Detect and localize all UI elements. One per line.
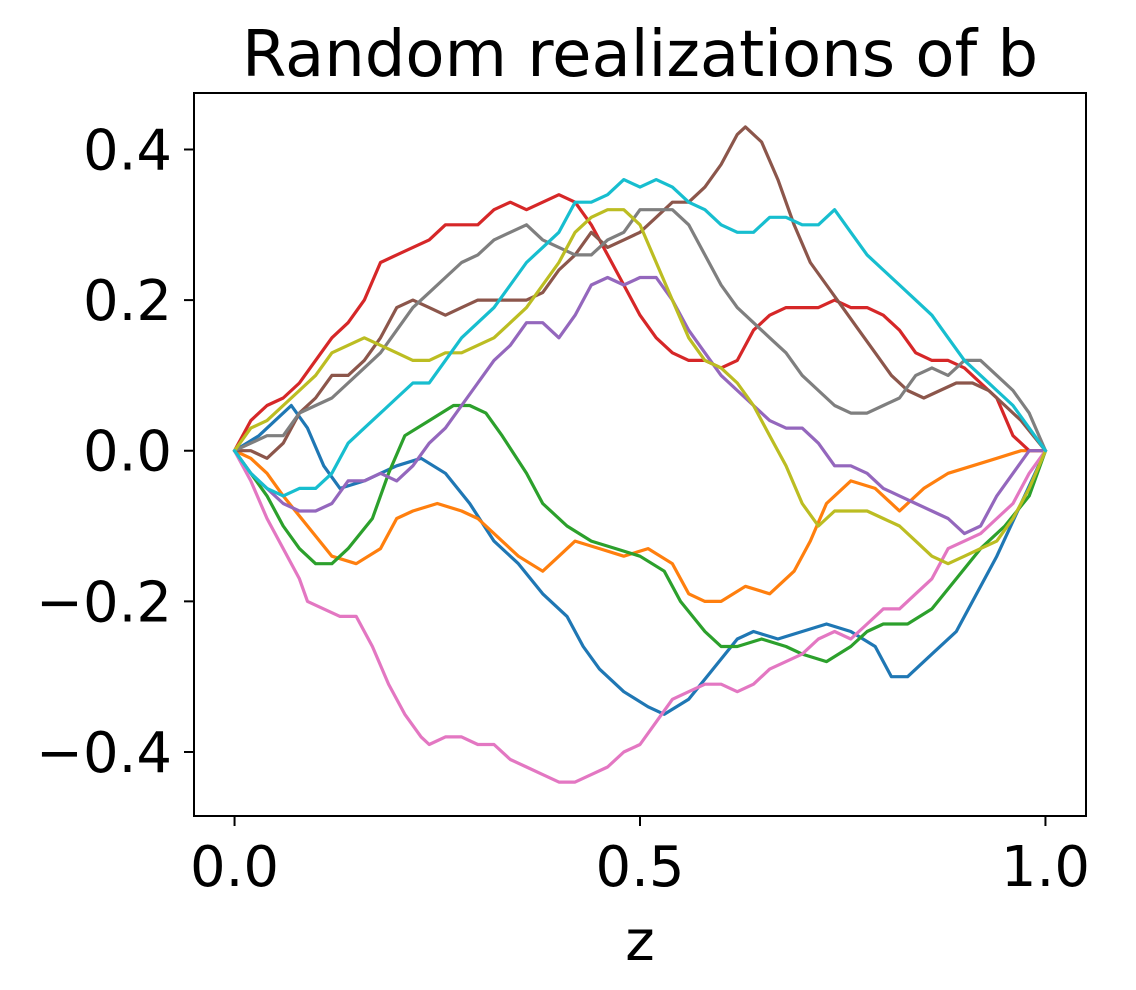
x-tick-label: 0.0 bbox=[190, 835, 279, 900]
x-tick-label: 1.0 bbox=[1001, 835, 1090, 900]
series-line-6 bbox=[232, 125, 1048, 460]
series-line-2 bbox=[232, 449, 1048, 604]
series-line-1 bbox=[232, 403, 1048, 716]
series-line-3 bbox=[232, 403, 1048, 664]
plot-frame bbox=[193, 92, 1087, 817]
series-line-7 bbox=[232, 449, 1048, 784]
series-line-10 bbox=[232, 178, 1048, 498]
y-axis: −0.4 −0.2 0.0 0.2 0.4 bbox=[36, 118, 194, 786]
series-line-5 bbox=[232, 275, 1048, 536]
series-line-8 bbox=[232, 208, 1048, 453]
y-tick-label: 0.0 bbox=[83, 420, 172, 485]
x-axis: 0.0 0.5 1.0 bbox=[190, 816, 1090, 900]
y-tick-label: −0.2 bbox=[36, 570, 172, 635]
y-tick-label: 0.2 bbox=[83, 269, 172, 334]
series-layer bbox=[232, 125, 1048, 784]
y-tick-label: −0.4 bbox=[36, 721, 172, 786]
series-line-9 bbox=[232, 208, 1048, 566]
y-tick-label: 0.4 bbox=[83, 118, 172, 183]
x-tick-label: 0.5 bbox=[595, 835, 684, 900]
series-line-4 bbox=[232, 193, 1048, 453]
x-axis-label: z bbox=[625, 909, 654, 974]
chart-title: Random realizations of b bbox=[242, 18, 1038, 92]
